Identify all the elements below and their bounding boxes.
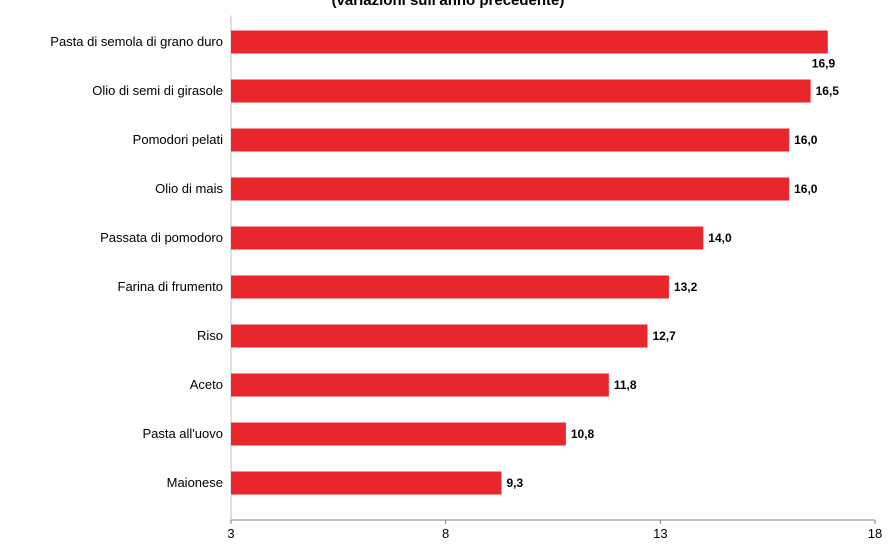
bar bbox=[231, 226, 704, 250]
category-label: Pasta di semola di grano duro bbox=[50, 34, 223, 49]
category-label: Olio di mais bbox=[155, 181, 223, 196]
bar bbox=[231, 324, 648, 348]
x-tick-label: 8 bbox=[442, 526, 449, 539]
category-label: Maionese bbox=[167, 475, 223, 490]
x-tick-label: 13 bbox=[653, 526, 667, 539]
category-label: Farina di frumento bbox=[118, 279, 224, 294]
category-label: Riso bbox=[197, 328, 223, 343]
bar bbox=[231, 422, 566, 446]
value-label: 11,8 bbox=[614, 378, 637, 392]
value-label: 16,0 bbox=[794, 133, 818, 147]
bar bbox=[231, 30, 828, 54]
bar bbox=[231, 275, 669, 299]
value-label: 14,0 bbox=[708, 231, 732, 245]
category-label: Aceto bbox=[190, 377, 223, 392]
value-label: 16,5 bbox=[816, 84, 840, 98]
bar bbox=[231, 128, 790, 152]
plot-area: 3 8 13 18 Pasta di semola di grano duro 16,9 O… bbox=[50, 15, 882, 541]
value-label: 13,2 bbox=[674, 280, 698, 294]
category-label: Pomodori pelati bbox=[133, 132, 223, 147]
chart-subtitle: (variazioni sull'anno precedente) bbox=[332, 0, 565, 9]
value-label: 10,8 bbox=[571, 427, 595, 441]
category-label: Passata di pomodoro bbox=[100, 230, 223, 245]
value-label: 16,9 bbox=[812, 57, 836, 71]
value-label: 16,0 bbox=[794, 182, 818, 196]
bar bbox=[231, 79, 811, 103]
category-label: Pasta all'uovo bbox=[142, 426, 223, 441]
value-label: 9,3 bbox=[506, 476, 523, 490]
bar bbox=[231, 177, 790, 201]
bar bbox=[231, 471, 502, 495]
x-tick-label: 18 bbox=[868, 526, 882, 539]
value-label: 12,7 bbox=[652, 329, 676, 343]
category-label: Olio di semi di girasole bbox=[92, 83, 223, 98]
bar bbox=[231, 373, 609, 397]
x-tick-label: 3 bbox=[227, 526, 234, 539]
